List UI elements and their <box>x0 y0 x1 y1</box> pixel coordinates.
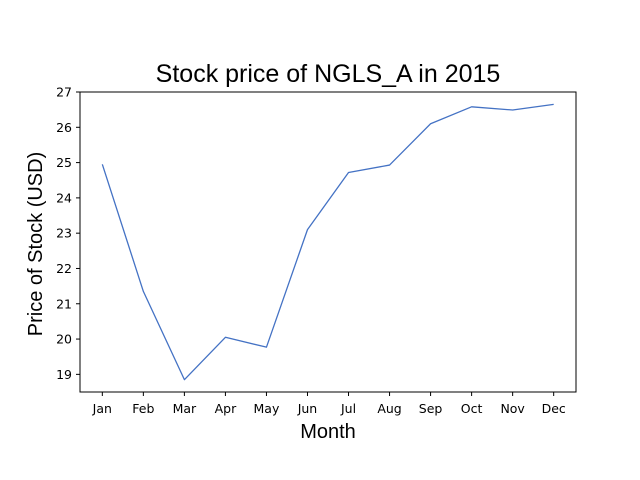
x-tick-label: Feb <box>132 401 154 416</box>
y-tick-label: 20 <box>56 332 72 347</box>
x-tick-label: Oct <box>461 401 483 416</box>
x-tick-label: Aug <box>377 401 401 416</box>
y-tick-label: 23 <box>56 226 72 241</box>
x-tick-label: Jan <box>92 401 112 416</box>
x-tick-label: May <box>254 401 280 416</box>
x-tick-label: Nov <box>500 401 525 416</box>
y-tick-label: 24 <box>56 190 72 205</box>
y-tick-label: 27 <box>56 85 72 100</box>
x-tick-label: Jul <box>340 401 356 416</box>
y-tick-label: 19 <box>56 367 72 382</box>
x-tick-label: Jun <box>297 401 318 416</box>
y-tick-label: 25 <box>56 155 72 170</box>
x-tick-label: Dec <box>542 401 566 416</box>
y-tick-label: 21 <box>56 296 72 311</box>
x-tick-label: Apr <box>215 401 237 416</box>
plot-area: Jan Feb Mar Apr May Jun Jul Aug Sep Oct Nov Dec 19 20… <box>56 85 577 416</box>
chart-title: Stock price of NGLS_A in 2015 <box>156 60 501 88</box>
y-tick-label: 26 <box>56 120 72 135</box>
series-line-0 <box>101 103 554 381</box>
x-tick-label: Sep <box>419 401 443 416</box>
y-tick-label: 22 <box>56 261 72 276</box>
y-axis-label: Price of Stock (USD) <box>25 152 47 336</box>
x-axis-label: Month <box>300 421 356 443</box>
x-tick-label: Mar <box>173 401 197 416</box>
axes-frame <box>79 91 577 393</box>
